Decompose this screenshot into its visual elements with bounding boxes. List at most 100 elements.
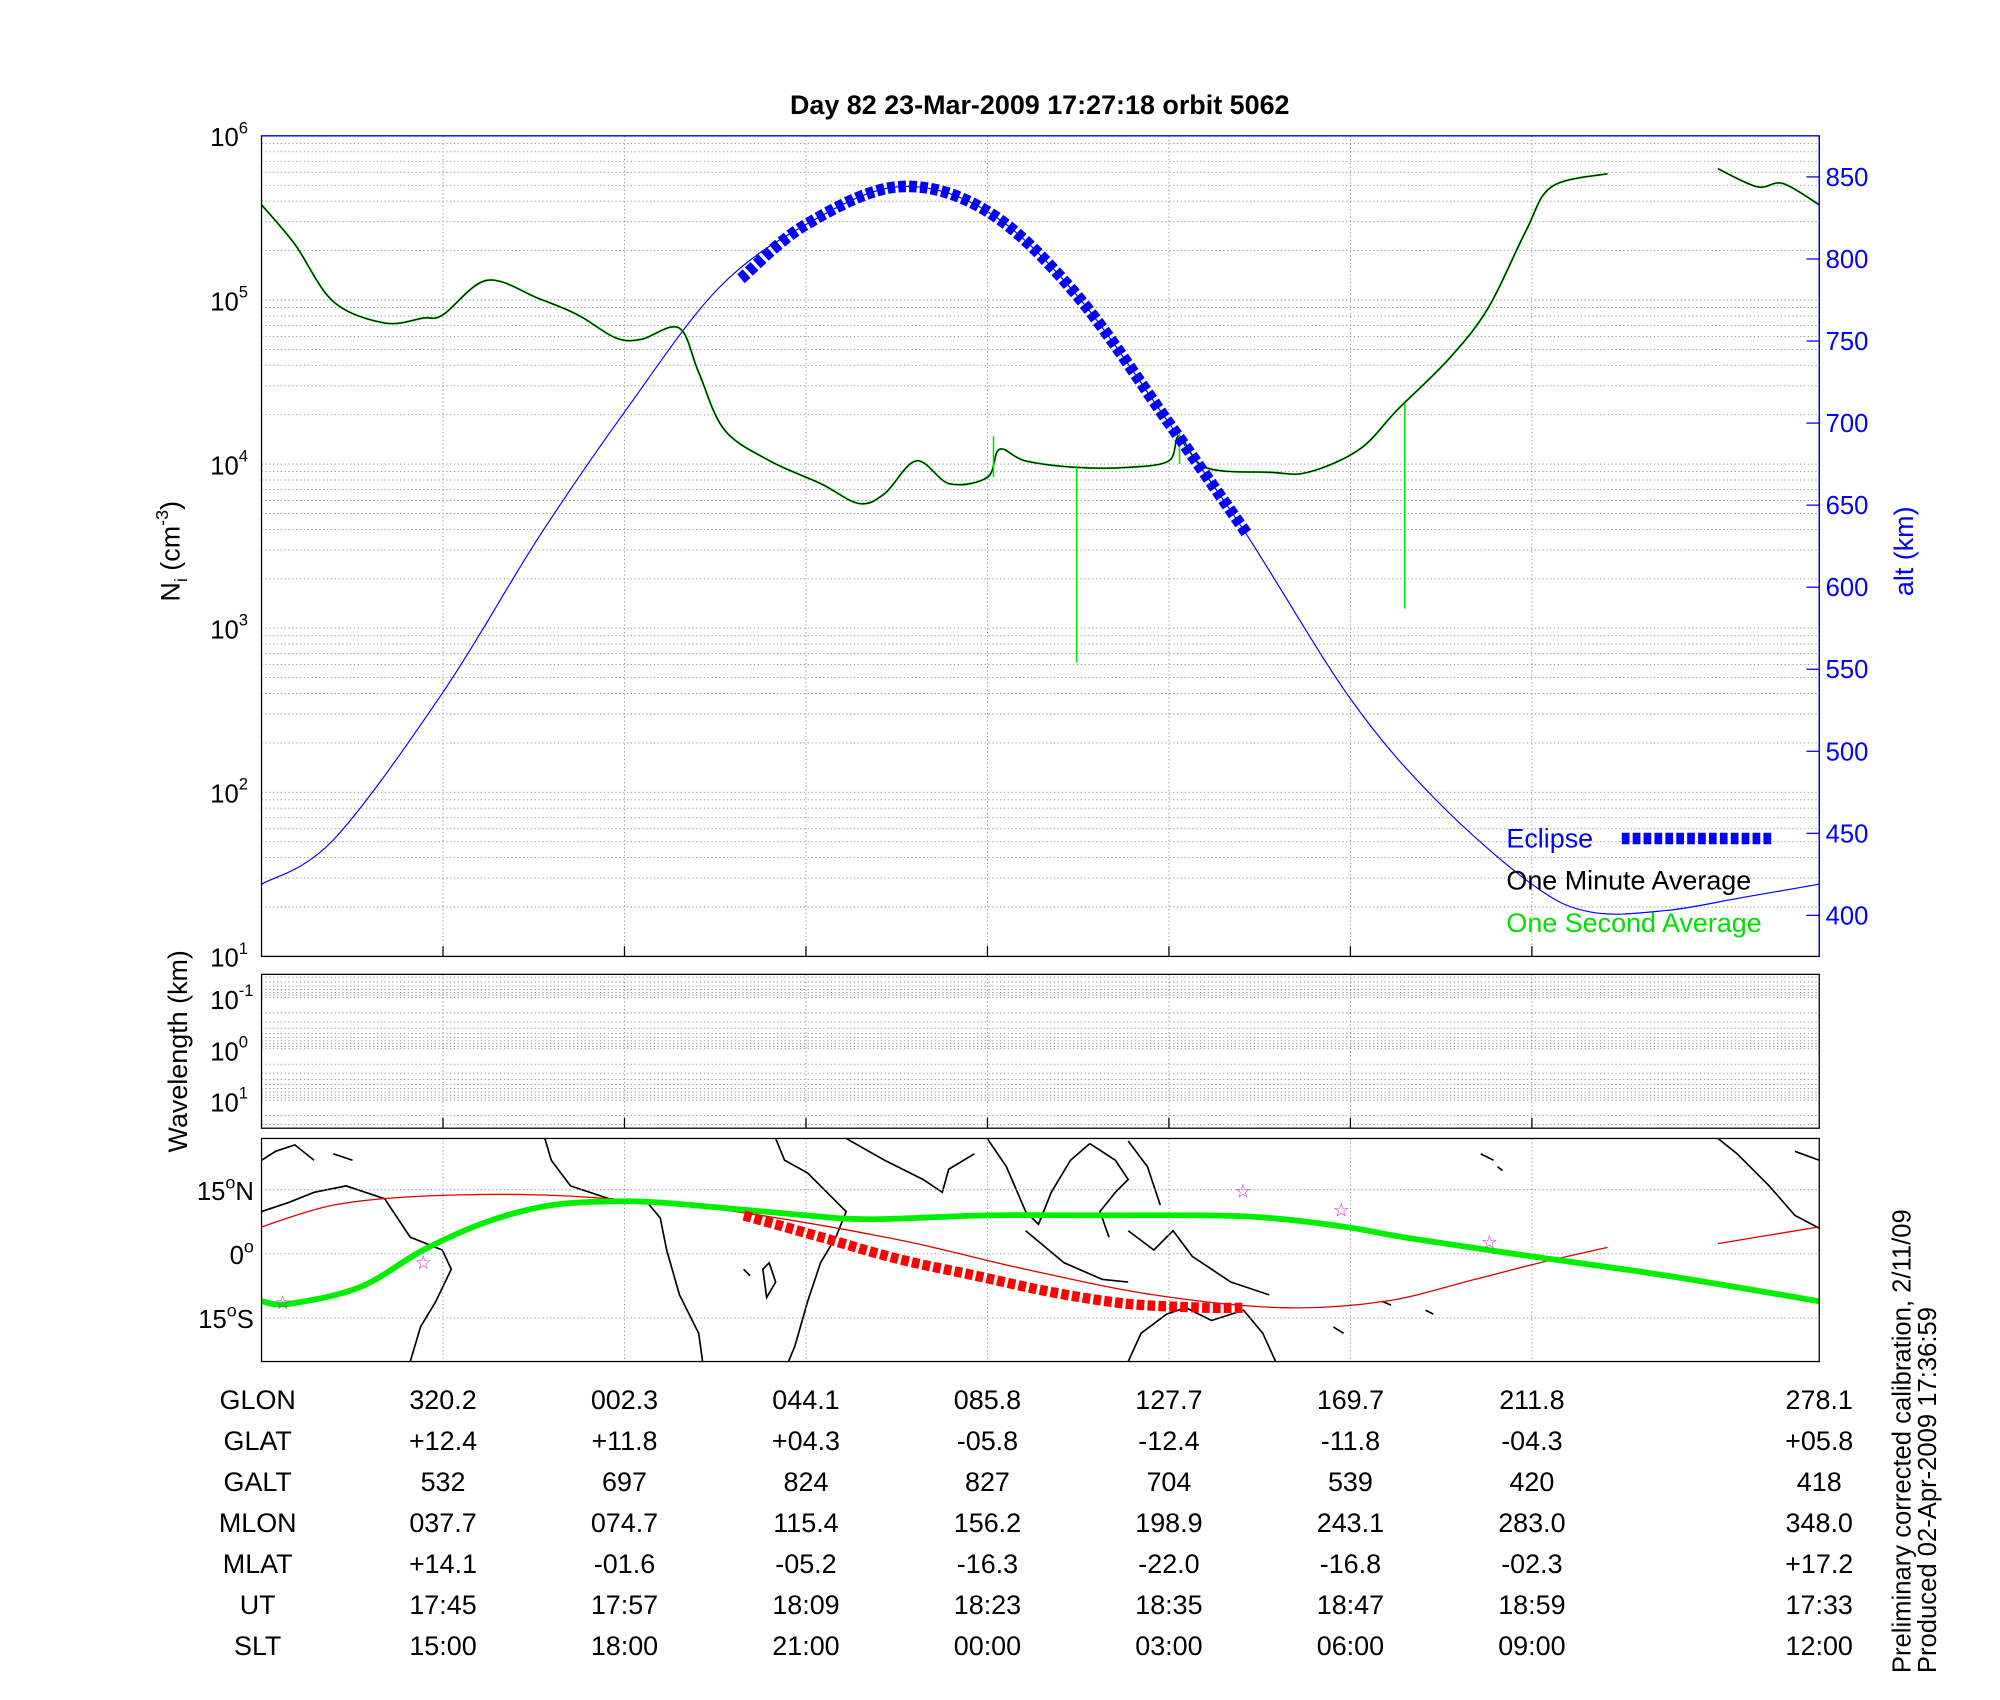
density-y-label: Ni (cm-3) [152, 501, 191, 602]
coastline-central-america [261, 1143, 353, 1162]
table-cell: +14.1 [409, 1549, 477, 1579]
eclipse-track-marker [742, 1210, 1245, 1314]
table-cell: 18:59 [1498, 1590, 1565, 1620]
table-cell: 532 [421, 1467, 466, 1497]
table-row-label-mlon: MLON [219, 1508, 297, 1538]
table-cell: 00:00 [954, 1631, 1021, 1661]
alt-tick-label: 750 [1826, 328, 1869, 356]
legend-one-second: One Second Average [1506, 908, 1761, 938]
table-cell: +17.2 [1785, 1549, 1853, 1579]
table-cell: 211.8 [1499, 1385, 1564, 1415]
table-row-label-mlat: MLAT [223, 1549, 293, 1579]
table-cell: 044.1 [772, 1385, 839, 1415]
footnote-calibration: Preliminary corrected calibration, 2/11/… [1888, 1209, 1916, 1673]
table-cell: 278.1 [1786, 1385, 1853, 1415]
alt-tick-label: 450 [1826, 820, 1869, 848]
wavelength-y-label: Wavelength (km) [163, 950, 193, 1152]
map-data: ☆ ☆ ☆ ☆ ☆ [261, 1138, 1820, 1362]
table-cell: -04.3 [1501, 1426, 1562, 1456]
table-row-label-glon: GLON [220, 1385, 296, 1415]
table-cell: 243.1 [1317, 1508, 1384, 1538]
footnote-produced: Produced 02-Apr-2009 17:36:59 [1914, 1307, 1942, 1673]
chart-title: Day 82 23-Mar-2009 17:27:18 orbit 5062 [790, 90, 1290, 120]
alt-y-ticks: 400 450 500 550 600 650 700 750 800 850 [1806, 164, 1868, 930]
alt-y-label: alt (km) [1889, 506, 1919, 596]
satellite-track-line [261, 1198, 1820, 1308]
table-cell: 283.0 [1498, 1508, 1565, 1538]
coastline-north-america [1717, 1138, 1820, 1229]
density-y-ticks: 101 102 103 104 105 106 [210, 118, 248, 972]
coastline-africa [544, 1138, 848, 1362]
y-tick-label: 103 [210, 611, 248, 645]
table-cell: 697 [602, 1467, 647, 1497]
table-cell: -16.3 [957, 1549, 1018, 1579]
table-cell: 348.0 [1786, 1508, 1853, 1538]
station-star-icon: ☆ [1481, 1233, 1498, 1254]
table-cell: 156.2 [954, 1508, 1021, 1538]
one-minute-average-line [261, 173, 1608, 505]
table-cell: -01.6 [594, 1549, 655, 1579]
table-cell: 18:35 [1135, 1590, 1202, 1620]
latitude-tick-label: 15oS [198, 1301, 254, 1335]
coastline-australia [1127, 1306, 1277, 1362]
alt-tick-label: 850 [1826, 164, 1869, 192]
y-tick-label: 106 [210, 118, 248, 152]
table-cell: 18:00 [591, 1631, 658, 1661]
map-axes-box [260, 1137, 1820, 1363]
table-cell: -02.3 [1501, 1549, 1562, 1579]
alt-tick-label: 550 [1826, 656, 1869, 684]
table-cell: 18:23 [954, 1590, 1021, 1620]
table-row-label-glat: GLAT [224, 1426, 292, 1456]
y-tick-label: 102 [210, 775, 248, 809]
y-tick-label: 104 [210, 447, 248, 481]
altitude-line [261, 185, 1820, 915]
latitude-tick-label: 15oN [197, 1172, 254, 1206]
legend-eclipse: Eclipse [1506, 823, 1593, 853]
one-minute-average-line [1717, 168, 1820, 206]
wavelength-tick-label: 100 [210, 1032, 248, 1066]
footnote: Preliminary corrected calibration, 2/11/… [1888, 1209, 1942, 1673]
station-star-icon: ☆ [415, 1253, 432, 1274]
alt-tick-label: 400 [1826, 902, 1869, 930]
wavelength-grid [261, 974, 1820, 1129]
table-cell: 17:45 [409, 1590, 476, 1620]
table-cell: 169.7 [1317, 1385, 1384, 1415]
table-cell: -22.0 [1138, 1549, 1199, 1579]
latitude-tick-label: 0o [230, 1237, 254, 1271]
magnetic-equator-line [261, 1193, 1608, 1309]
map-y-ticks: 15oN 0o 15oS [197, 1172, 254, 1334]
table-cell: 03:00 [1135, 1631, 1202, 1661]
table-cell: 09:00 [1498, 1631, 1565, 1661]
alt-tick-label: 500 [1826, 738, 1869, 766]
table-cell: 037.7 [409, 1508, 476, 1538]
coastlines [261, 1138, 1820, 1362]
table-cell: 074.7 [591, 1508, 658, 1538]
wavelength-tick-label: 101 [210, 1084, 248, 1118]
coastline-south-america [261, 1185, 453, 1362]
table-cell: 18:09 [772, 1590, 839, 1620]
table-cell: 539 [1328, 1467, 1373, 1497]
table-cell: 115.4 [773, 1508, 838, 1538]
table-cell: 002.3 [591, 1385, 658, 1415]
table-cell: 17:57 [591, 1590, 658, 1620]
wavelength-tick-label: 10-1 [210, 981, 253, 1015]
alt-tick-label: 700 [1826, 410, 1869, 438]
wavelength-y-ticks: 10-1 100 101 [210, 981, 253, 1117]
alt-tick-label: 800 [1826, 246, 1869, 274]
table-cell: 18:47 [1317, 1590, 1384, 1620]
eclipse-marker [737, 180, 1253, 538]
table-cell: 085.8 [954, 1385, 1021, 1415]
station-star-icon: ☆ [274, 1293, 291, 1314]
legend-one-minute: One Minute Average [1506, 866, 1751, 896]
table-cell: 827 [965, 1467, 1010, 1497]
one-second-average-line [1717, 167, 1820, 206]
density-panel: 101 102 103 104 105 106 400 450 500 550 600 650 700… [152, 118, 1919, 972]
table-cell: 418 [1797, 1467, 1842, 1497]
map-panel: ☆ ☆ ☆ ☆ ☆ 15oN 0o 15oS [197, 1137, 1820, 1363]
table-cell: 420 [1509, 1467, 1554, 1497]
legend: Eclipse One Minute Average One Second Av… [1506, 823, 1772, 938]
table-cell: 06:00 [1317, 1631, 1384, 1661]
ephemeris-table: GLON 320.2 002.3 044.1 085.8 127.7 169.7 211.8 2… [219, 1385, 1853, 1661]
magnetic-equator-line [1717, 1226, 1820, 1245]
